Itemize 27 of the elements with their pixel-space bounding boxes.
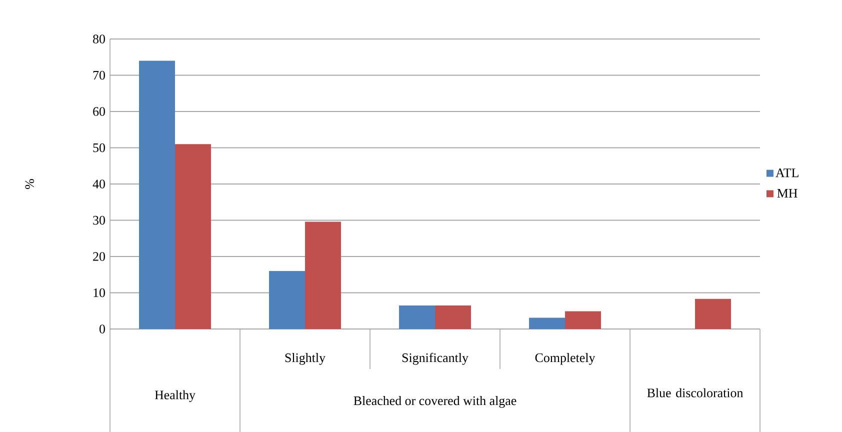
bar — [695, 298, 732, 329]
x-tick-label: Blue discoloration — [647, 388, 744, 398]
x-tick-label: Completely — [535, 353, 596, 365]
x-tick-label: Significantly — [402, 352, 468, 365]
x-tick-label: Healthy — [154, 390, 196, 402]
bar — [435, 305, 472, 329]
y-axis-title: % — [25, 179, 34, 189]
bar — [175, 144, 212, 329]
bar — [565, 311, 602, 329]
bar — [305, 222, 342, 329]
y-tick-label: 40 — [92, 180, 105, 188]
bar — [529, 318, 566, 329]
bar — [399, 305, 436, 329]
x-tick-label: Slightly — [285, 353, 326, 365]
y-tick-label: 50 — [93, 143, 105, 152]
y-tick-label: 10 — [94, 288, 105, 298]
text: Bleached or covered with algae — [354, 396, 516, 408]
bar — [269, 271, 306, 329]
y-tick-label: 30 — [93, 216, 105, 225]
legend-label: ATL — [776, 168, 798, 178]
y-tick-label: 0 — [100, 324, 105, 334]
bar — [139, 60, 176, 329]
y-tick-label: 70 — [93, 70, 105, 80]
y-tick-label: 60 — [93, 107, 105, 116]
y-tick-label: 20 — [93, 252, 105, 261]
y-tick-label: 80 — [93, 34, 105, 44]
legend-label: MH — [777, 189, 798, 198]
